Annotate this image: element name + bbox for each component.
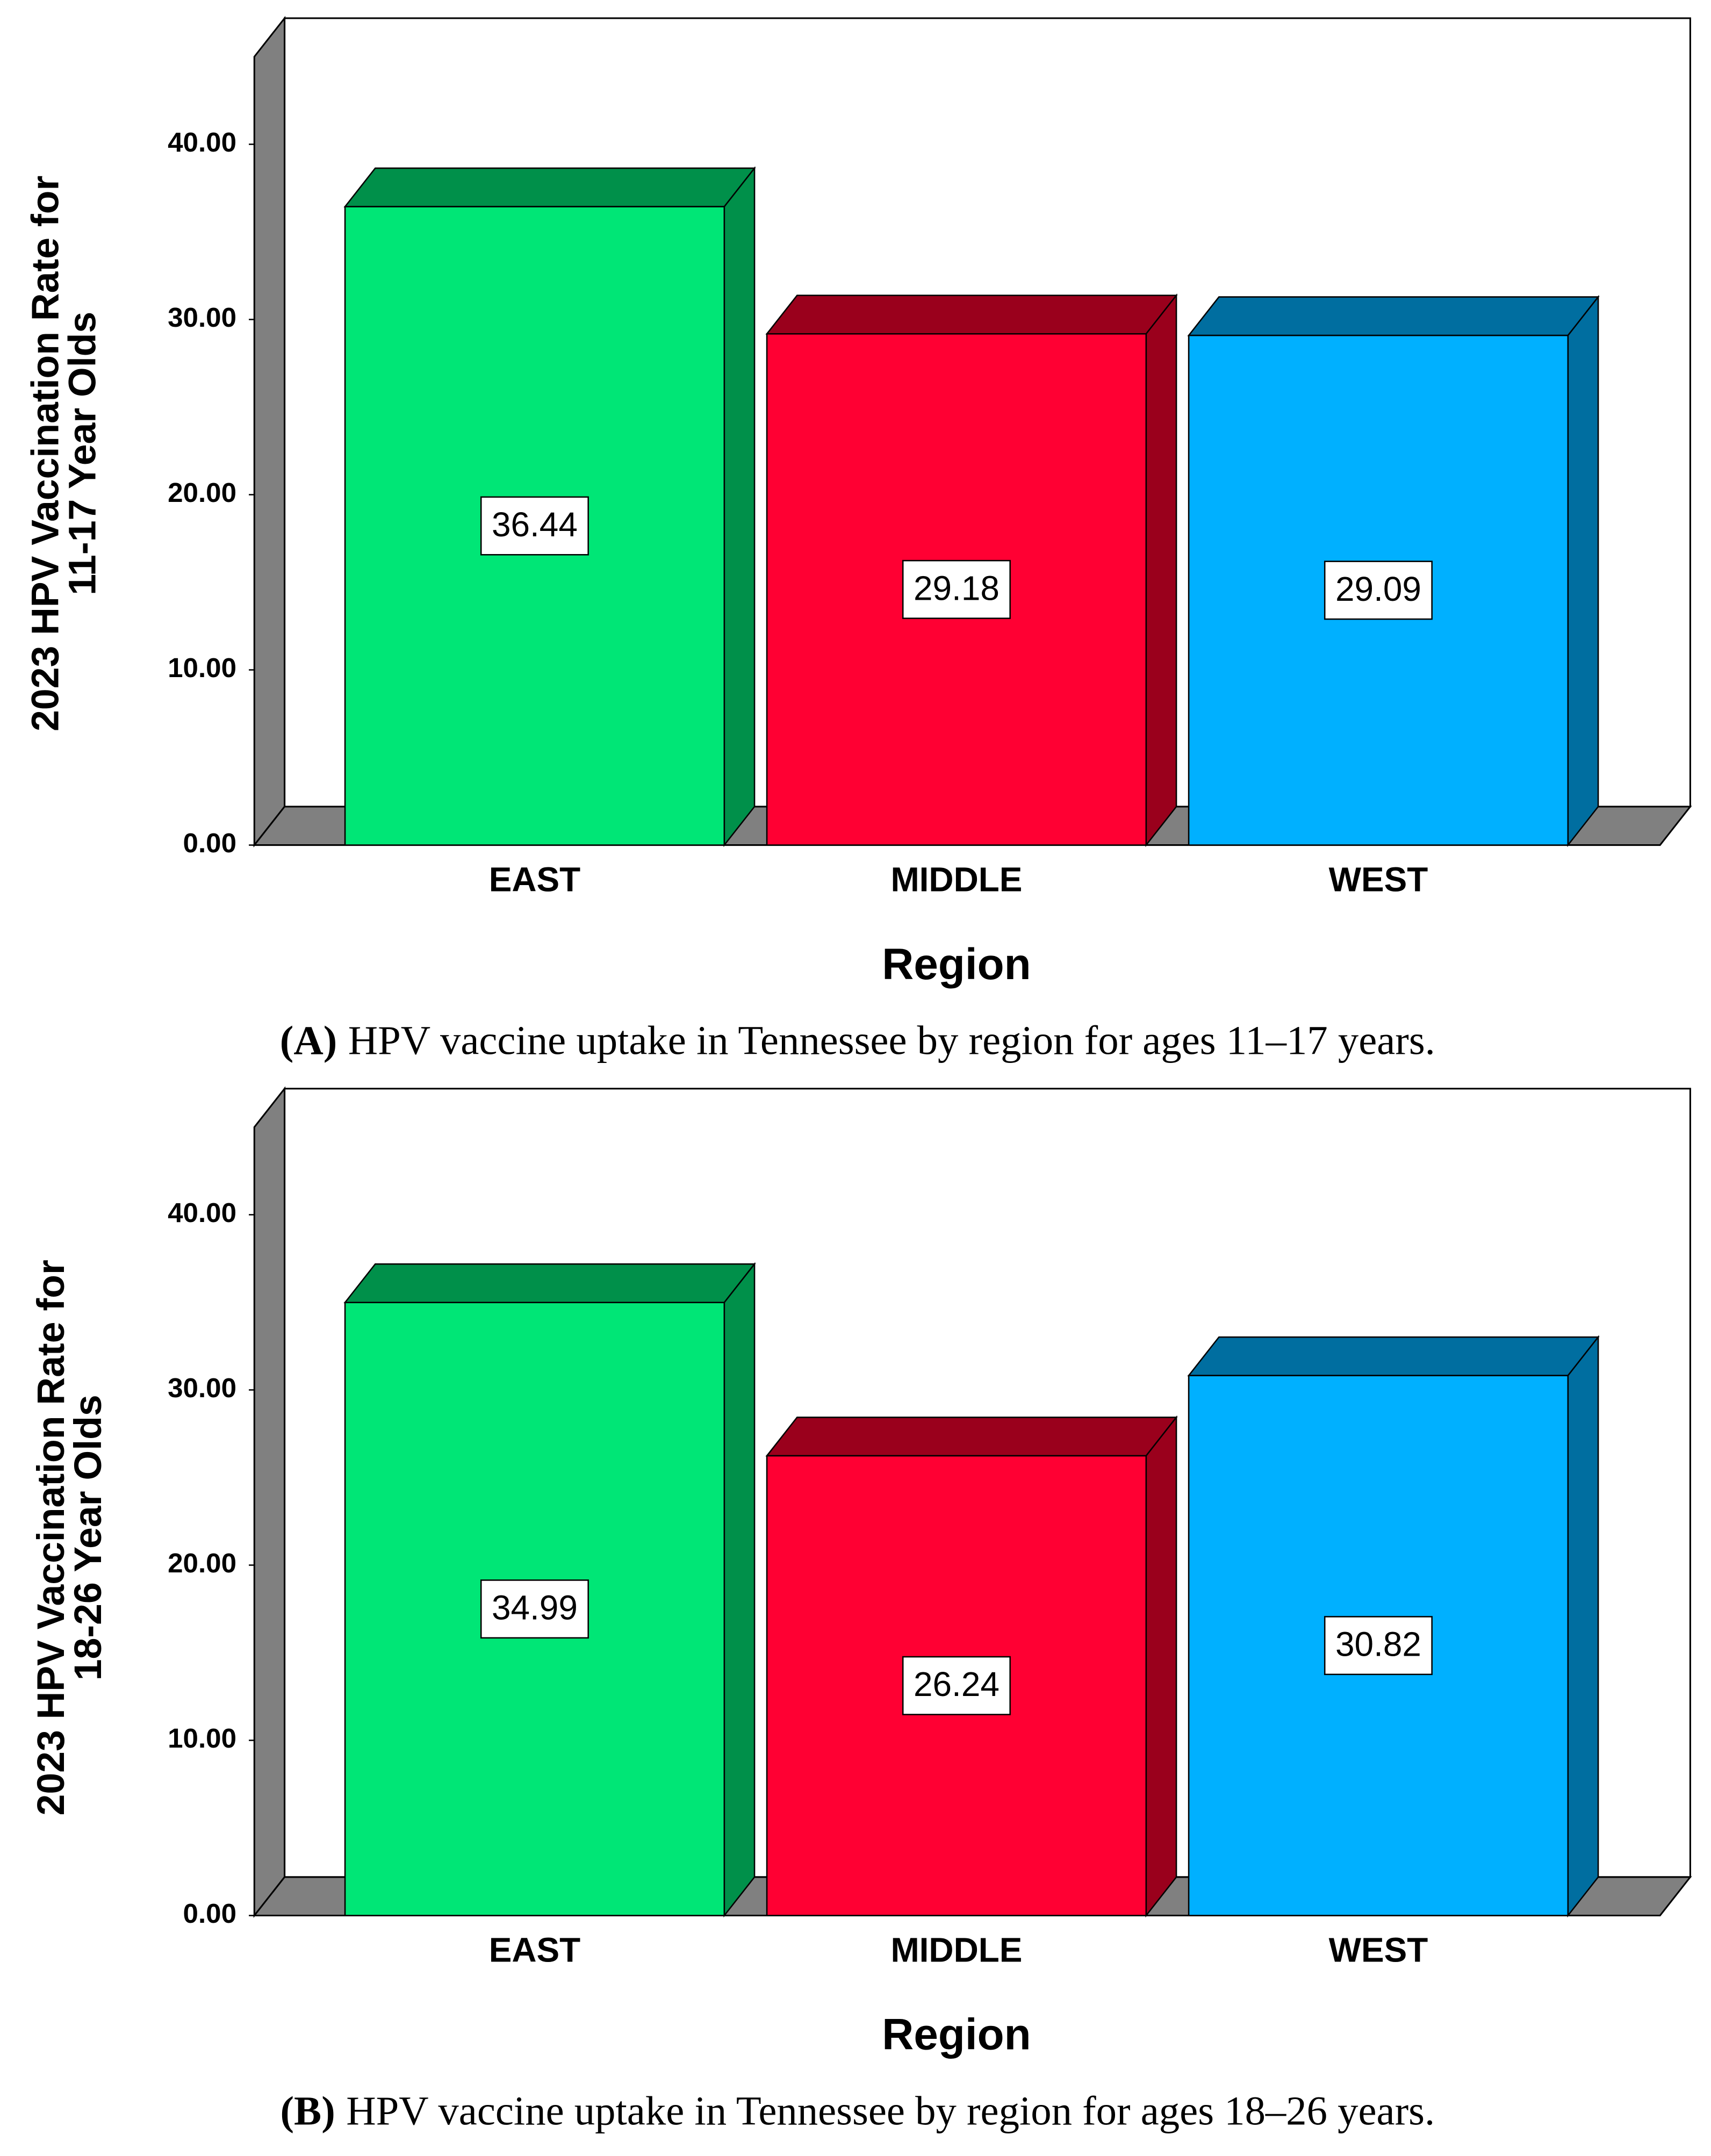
y-tick-label: 20.00 [168, 1548, 236, 1578]
x-tick-label: WEST [1329, 1930, 1428, 1969]
y-tick-label: 20.00 [168, 477, 236, 508]
y-tick-label: 0.00 [183, 828, 237, 858]
value-label: 29.18 [914, 569, 1000, 607]
y-axis-title-line: 18-26 Year Olds [67, 1395, 110, 1680]
caption-label: (B) [280, 2088, 335, 2133]
caption-text: HPV vaccine uptake in Tennessee by regio… [348, 1017, 1435, 1063]
value-label: 36.44 [492, 505, 578, 544]
caption-text: HPV vaccine uptake in Tennessee by regio… [346, 2088, 1435, 2133]
value-label: 29.09 [1335, 570, 1421, 608]
x-tick-label: EAST [489, 1930, 580, 1969]
bar-side [1567, 1335, 1599, 1918]
y-axis-title-line: 11-17 Year Olds [61, 312, 104, 595]
value-label-box [1324, 1616, 1433, 1676]
x-tick-label: WEST [1329, 860, 1428, 899]
value-label: 26.24 [914, 1665, 1000, 1704]
value-label: 30.82 [1335, 1625, 1421, 1664]
y-tick-label: 40.00 [168, 1197, 236, 1228]
y-tick-label: 10.00 [168, 652, 236, 683]
bar-side [1145, 293, 1177, 847]
bar-top [343, 1263, 756, 1304]
y-tick-label: 30.00 [168, 1372, 236, 1403]
caption: (B) HPV vaccine uptake in Tennessee by re… [280, 2088, 1435, 2133]
bar-side [723, 166, 756, 847]
x-tick-label: EAST [489, 860, 580, 899]
y-axis-title-line: 2023 HPV Vaccination Rate for [30, 1260, 73, 1815]
y-tick-label: 0.00 [183, 1898, 237, 1929]
x-axis-title: Region [882, 940, 1031, 989]
bar-side [723, 1262, 756, 1918]
bar-top [1187, 1336, 1600, 1376]
x-axis-title: Region [882, 2010, 1031, 2059]
caption: (A) HPV vaccine uptake in Tennessee by re… [280, 1017, 1435, 1063]
y-tick-label: 40.00 [168, 127, 236, 157]
value-label: 34.99 [492, 1589, 578, 1627]
x-tick-label: MIDDLE [890, 1930, 1022, 1969]
bar-side [1145, 1415, 1177, 1918]
bar [766, 333, 1147, 846]
x-tick-label: MIDDLE [890, 860, 1022, 899]
bar-top [1187, 296, 1600, 336]
value-label-box [480, 496, 589, 556]
caption-label: (A) [280, 1017, 337, 1063]
y-tick-label: 10.00 [168, 1723, 236, 1753]
bar-side [1567, 294, 1599, 847]
value-label-box [902, 559, 1011, 619]
bar-top [765, 294, 1178, 335]
y-tick-label: 30.00 [168, 302, 236, 333]
value-label-box [1324, 560, 1433, 620]
value-label-box [480, 1579, 589, 1639]
y-axis-title-line: 2023 HPV Vaccination Rate for [24, 176, 67, 731]
bar-top [765, 1417, 1178, 1457]
bar-top [343, 167, 756, 207]
left-wall [253, 16, 286, 848]
left-wall [253, 1086, 286, 1918]
value-label-box [902, 1656, 1011, 1715]
